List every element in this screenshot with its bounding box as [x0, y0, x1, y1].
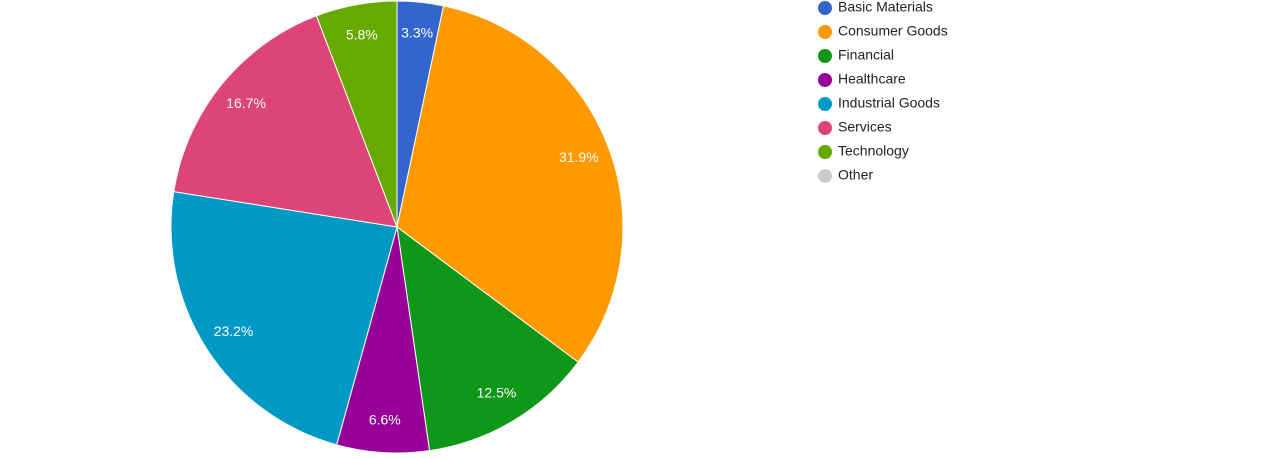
slice-label: 5.8%: [346, 27, 378, 43]
slice-label: 3.3%: [401, 24, 433, 40]
legend-label: Consumer Goods: [838, 23, 948, 39]
slice-label: 6.6%: [369, 412, 401, 428]
legend-label: Services: [838, 119, 892, 135]
legend-swatch: [818, 145, 832, 159]
legend-label: Financial: [838, 47, 894, 63]
legend-label: Industrial Goods: [838, 95, 940, 111]
legend-label: Healthcare: [838, 71, 906, 87]
slice: [173, 15, 398, 228]
slice: [315, 0, 398, 228]
slice: [170, 191, 398, 446]
legend-label: Technology: [838, 143, 909, 159]
legend-swatch: [818, 121, 832, 135]
slice-label: 12.5%: [477, 385, 517, 401]
slice-label: 31.9%: [559, 149, 599, 165]
legend-swatch: [818, 169, 832, 183]
legend-label: Other: [838, 167, 873, 183]
legend-swatch: [818, 49, 832, 63]
legend-swatch: [818, 97, 832, 111]
slice-label: 16.7%: [226, 95, 266, 111]
slice: [396, 225, 579, 452]
legend-swatch: [818, 25, 832, 39]
legend-label: Basic Materials: [838, 0, 933, 15]
slice: [396, 5, 624, 363]
legend-swatch: [818, 73, 832, 87]
slice-label: 23.2%: [214, 323, 254, 339]
legend-swatch: [818, 1, 832, 15]
